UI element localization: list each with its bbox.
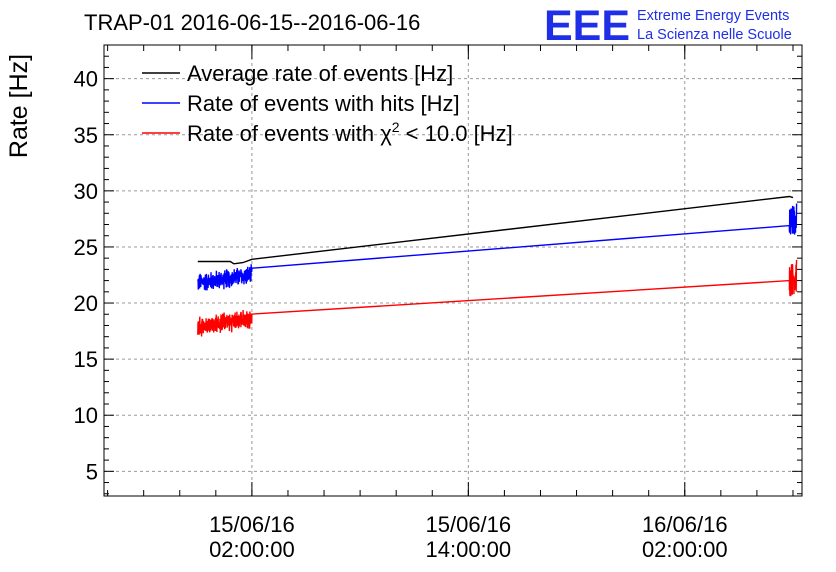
y-tick-label-3: 20 — [74, 291, 98, 316]
legend-label-1: Rate of events with hits [Hz] — [187, 91, 460, 116]
legend-label-superscript: 2 — [392, 119, 400, 135]
series-line-2 — [197, 259, 798, 337]
x-tick-time-0: 02:00:00 — [209, 537, 295, 562]
x-tick-time-1: 14:00:00 — [426, 537, 512, 562]
x-axis: 15/06/1602:00:0015/06/1614:00:0016/06/16… — [107, 45, 794, 562]
logo-mark: EEE — [544, 2, 630, 50]
y-tick-label-2: 15 — [74, 347, 98, 372]
legend: Average rate of events [Hz] Rate of event… — [142, 61, 513, 146]
legend-label-text: Average rate of events [Hz] — [187, 61, 453, 86]
grid — [104, 45, 802, 496]
logo-line2: La Scienza nelle Scuole — [637, 27, 792, 43]
logo-line1: Extreme Energy Events — [637, 8, 789, 24]
chart-title: TRAP-01 2016-06-15--2016-06-16 — [84, 10, 420, 35]
y-tick-label-1: 10 — [74, 403, 98, 428]
x-tick-date-2: 16/06/16 — [642, 512, 728, 537]
y-tick-label-0: 5 — [86, 459, 98, 484]
legend-label-0: Average rate of events [Hz] — [187, 61, 453, 86]
y-axis: 5 10 15 20 25 30 35 40 — [74, 44, 802, 495]
series-line-1 — [197, 203, 798, 291]
series-group — [197, 195, 798, 337]
series-line-0 — [197, 195, 794, 265]
x-tick-date-1: 15/06/16 — [426, 512, 512, 537]
legend-label-suffix: < 10.0 [Hz] — [400, 121, 513, 146]
legend-label-text: Rate of events with χ — [187, 121, 392, 146]
legend-label-2: Rate of events with χ2 < 10.0 [Hz] — [187, 119, 513, 146]
y-tick-label-5: 30 — [74, 179, 98, 204]
y-tick-label-6: 35 — [74, 123, 98, 148]
x-tick-time-2: 02:00:00 — [642, 537, 728, 562]
plot-frame — [103, 44, 803, 497]
legend-label-text: Rate of events with hits [Hz] — [187, 91, 460, 116]
eee-logo: EEE Extreme Energy Events La Scienza nel… — [544, 2, 792, 50]
y-tick-label-4: 25 — [74, 235, 98, 260]
y-tick-label-7: 40 — [74, 67, 98, 92]
y-axis-label: Rate [Hz] — [5, 54, 33, 158]
x-tick-date-0: 15/06/16 — [209, 512, 295, 537]
